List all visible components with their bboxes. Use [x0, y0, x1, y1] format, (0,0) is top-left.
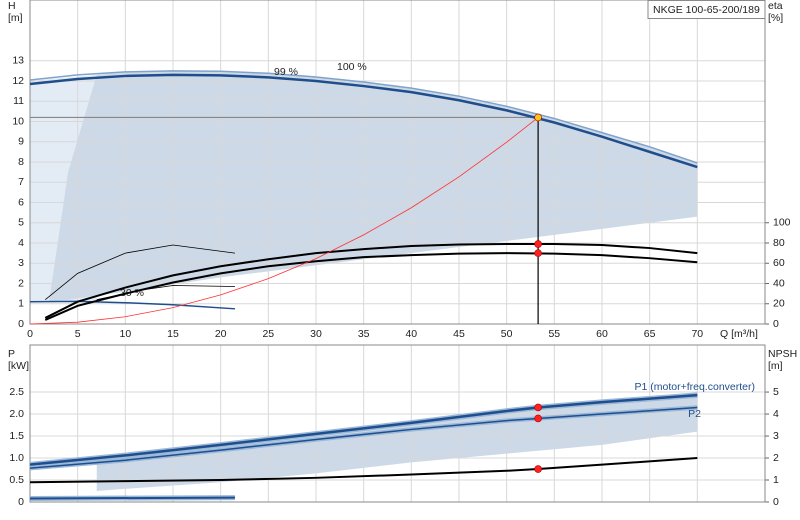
y2-tick-label: 4	[773, 408, 779, 420]
y-axis-label: [m]	[8, 12, 23, 24]
operating-point	[534, 249, 542, 257]
y-tick-label: 6	[18, 196, 24, 208]
y-tick-label: 2.0	[9, 408, 24, 420]
series-line	[29, 300, 236, 310]
x-tick-label: 45	[453, 328, 465, 340]
y-tick-label: 9	[18, 136, 24, 148]
y2-axis-label: eta	[768, 0, 783, 12]
operating-point	[534, 403, 542, 412]
x-tick-label: 70	[691, 328, 703, 340]
x-tick-label: 30	[310, 328, 322, 340]
x-tick-label: 55	[548, 328, 560, 340]
y-axis-label: P	[8, 348, 15, 360]
y-tick-label: 1.5	[9, 430, 24, 442]
y-tick-label: 7	[18, 176, 24, 188]
y2-tick-label: 5	[773, 386, 779, 398]
y2-tick-label: 20	[773, 298, 785, 310]
y2-tick-label: 2	[773, 452, 779, 464]
operating-range	[49, 70, 698, 302]
y2-tick-label: 1	[773, 474, 779, 486]
operating-point	[534, 465, 542, 473]
operating-point	[534, 113, 542, 122]
y2-tick-label: 0	[773, 318, 779, 330]
series-label: 99 %	[274, 66, 298, 78]
x-tick-label: 20	[215, 328, 227, 340]
y2-axis-label: [%]	[768, 12, 783, 24]
y2-axis-label: NPSH	[768, 348, 797, 360]
series-line	[29, 393, 698, 466]
y-tick-label: 1.0	[9, 452, 24, 464]
y-tick-label: 3	[18, 257, 24, 269]
y2-axis-label: [m]	[768, 360, 783, 372]
y-tick-label: 0	[18, 496, 24, 508]
y-tick-label: 5	[18, 217, 24, 229]
y-tick-label: 10	[12, 115, 24, 127]
y2-tick-label: 100	[773, 217, 791, 229]
y2-tick-label: 60	[773, 257, 785, 269]
x-tick-label: 60	[596, 328, 608, 340]
series-line	[29, 70, 698, 164]
y-tick-label: 4	[18, 237, 24, 249]
series-label: 100 %	[337, 61, 367, 73]
y-tick-label: 12	[12, 75, 24, 87]
x-tick-label: 25	[262, 328, 274, 340]
x-tick-label: 0	[27, 328, 33, 340]
series-line	[45, 244, 236, 301]
x-tick-label: 50	[501, 328, 513, 340]
y-tick-label: 11	[13, 95, 24, 107]
series-line	[29, 406, 698, 469]
plot-frame	[29, 344, 766, 503]
plot-frame	[29, 0, 766, 325]
y-tick-label: 13	[12, 55, 24, 67]
y2-tick-label: 3	[773, 430, 779, 442]
x-tick-label: 35	[358, 328, 370, 340]
y-axis-label: [kW]	[8, 360, 29, 372]
x-tick-label: 10	[119, 328, 131, 340]
y2-tick-label: 40	[773, 277, 785, 289]
y2-tick-label: 80	[773, 237, 785, 249]
y-tick-label: 1	[18, 298, 24, 310]
y-tick-label: 0	[18, 318, 24, 330]
y2-tick-label: 0	[773, 496, 779, 508]
y-tick-label: 8	[18, 156, 24, 168]
series-line	[44, 243, 698, 319]
x-tick-label: 65	[644, 328, 656, 340]
x-tick-label: 5	[75, 328, 81, 340]
series-label: P1 (motor+freq.converter)	[634, 381, 755, 393]
series-label: P2	[688, 408, 701, 420]
series-line	[96, 285, 235, 301]
x-axis-label: Q [m³/h]	[720, 328, 758, 340]
x-tick-label: 40	[405, 328, 417, 340]
y-tick-label: 2	[18, 277, 24, 289]
series-line	[29, 117, 539, 325]
series-line	[29, 457, 698, 484]
operating-point	[534, 414, 542, 423]
title-box	[647, 0, 766, 19]
series-line	[29, 496, 235, 500]
y-axis-label: H	[8, 0, 16, 12]
series-line	[29, 73, 698, 169]
y-tick-label: 2.5	[9, 386, 24, 398]
y-tick-label: 0.5	[9, 474, 24, 486]
chart-title: NKGE 100-65-200/189	[653, 4, 760, 16]
x-tick-label: 15	[167, 328, 179, 340]
operating-point	[534, 240, 542, 248]
